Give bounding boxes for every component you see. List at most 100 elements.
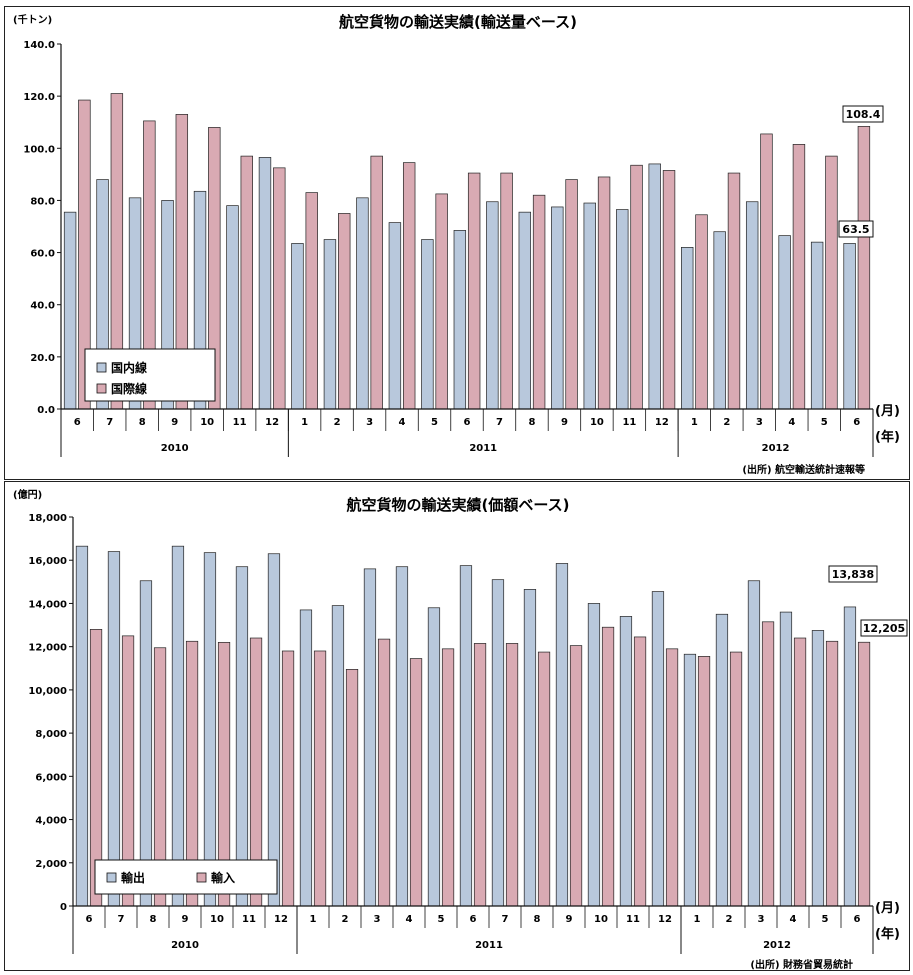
bar-series1 [299,609,313,907]
bar-series1 [523,589,537,907]
x-tick-label: 3 [758,914,765,925]
bar-series1 [421,239,434,410]
x-tick-label: 3 [374,914,381,925]
bar-series2 [761,621,775,907]
callout-box [860,619,908,637]
chart-title: 航空貨物の輸送実績(輸送量ベース) [339,13,577,31]
bar-series1 [267,553,281,907]
callout-box [842,105,884,123]
callout-box [828,565,878,583]
chart-panel-value: 航空貨物の輸送実績(価額ベース) (億円) (出所) 財務省貿易統計 (月) (… [4,481,910,971]
x-tick-label: 1 [694,914,701,925]
unit-label: (億円) [13,488,42,501]
bar-series2 [345,669,359,907]
bar-series2 [825,155,838,410]
x-tick-label: 6 [854,914,861,925]
x-tick-label: 5 [822,914,829,925]
legend-label-import: 輸入 [211,870,235,885]
bar-series1 [551,206,564,410]
callout-international-last: 108.4 [842,105,884,123]
y-tick-label: 120.0 [23,92,55,103]
x-unit-year: (年) [875,926,900,942]
x-tick-label: 11 [242,914,256,925]
x-tick-label: 1 [310,914,317,925]
y-tick-label: 20.0 [30,353,55,364]
x-tick-label: 2 [726,914,733,925]
x-tick-label: 8 [150,914,157,925]
bar-series2 [273,167,286,410]
bar-series2 [313,650,327,907]
bar-series1 [683,653,697,907]
bar-series1 [139,580,153,907]
x-tick-label: 6 [74,417,81,428]
bar-series1 [258,157,272,410]
year-group-label: 2010 [161,443,189,454]
x-tick-label: 12 [274,914,288,925]
y-tick-label: 0 [60,902,67,913]
bar-series2 [697,656,711,907]
x-tick-label: 12 [658,914,672,925]
bar-series2 [760,133,773,410]
x-tick-label: 5 [438,914,445,925]
callout-import-last: 12,205 [860,619,908,637]
bar-series1 [203,552,217,907]
x-unit-year: (年) [875,429,900,445]
bar-series2 [825,640,839,907]
bar-series1 [843,243,856,410]
callout-box [838,220,874,238]
y-tick-label: 4,000 [35,816,67,827]
unit-label: (千トン) [13,13,52,26]
bar-series2 [601,626,615,907]
legend-swatch-domestic [96,362,107,373]
x-tick-label: 9 [561,417,568,428]
bar-series1 [491,579,505,907]
source-note: (出所) 財務省貿易統計 [750,958,853,971]
bar-series1 [616,209,629,410]
bar-series2 [857,641,871,907]
y-tick-label: 60.0 [30,249,55,260]
bar-series1 [63,211,77,410]
x-tick-label: 10 [594,914,608,925]
bar-series1 [388,222,402,410]
x-tick-label: 4 [788,417,795,428]
x-tick-label: 5 [821,417,828,428]
bar-series2 [857,126,871,410]
year-group-label: 2012 [762,443,790,454]
bar-series1 [810,241,824,410]
bar-series2 [662,170,676,410]
bar-series1 [811,630,825,907]
bar-series1 [619,616,633,907]
bar-series1 [745,201,759,410]
x-tick-label: 12 [655,417,669,428]
x-tick-label: 11 [626,914,640,925]
bar-series2 [500,172,513,410]
x-tick-label: 4 [399,417,406,428]
bar-series2 [281,650,295,907]
bar-series1 [107,551,121,907]
bar-series2 [793,637,807,907]
x-tick-label: 7 [502,914,509,925]
source-note: (出所) 航空輸送統計速報等 [742,463,865,476]
bar-series2 [409,658,423,907]
chart-title: 航空貨物の輸送実績(価額ベース) [347,496,570,514]
bar-series2 [729,651,743,907]
x-tick-label: 1 [301,417,308,428]
x-tick-label: 6 [86,914,93,925]
x-tick-label: 4 [790,914,797,925]
x-tick-label: 3 [366,417,373,428]
bar-series1 [453,230,467,410]
x-tick-label: 1 [691,417,698,428]
x-tick-label: 9 [171,417,178,428]
bar-series2 [630,164,643,410]
x-tick-label: 10 [210,914,224,925]
x-tick-label: 12 [265,417,279,428]
bar-series2 [441,648,455,907]
legend-swatch-import [196,872,207,883]
bar-series1 [778,235,791,410]
y-tick-label: 40.0 [30,301,55,312]
legend-label-international: 国際線 [111,381,147,396]
y-tick-label: 16,000 [28,556,67,567]
x-tick-label: 10 [200,417,214,428]
bar-series1 [171,545,185,907]
x-tick-label: 9 [182,914,189,925]
